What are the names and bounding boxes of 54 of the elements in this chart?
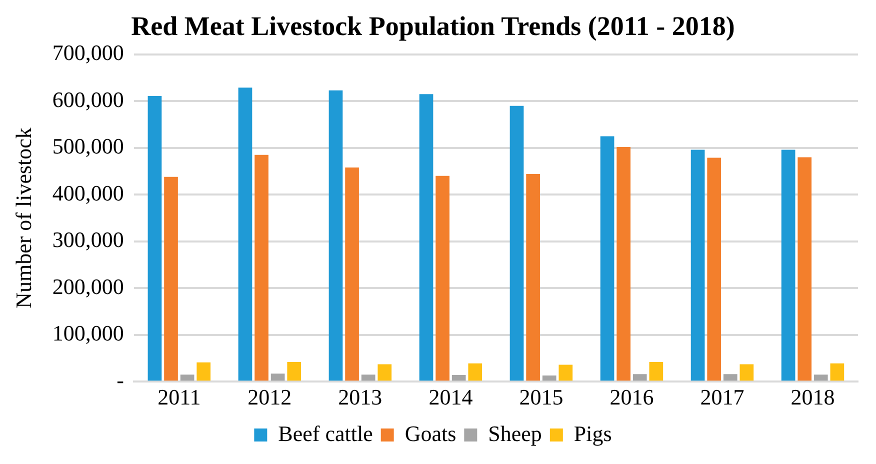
bar (196, 362, 211, 381)
y-axis-title: Number of livestock (10, 128, 36, 308)
y-tick-label: - (116, 367, 124, 392)
bar (740, 364, 754, 381)
bar (798, 157, 812, 381)
bar (436, 176, 450, 381)
bar (270, 374, 285, 381)
x-tick-label: 2013 (338, 384, 382, 410)
bar (254, 154, 268, 381)
bar (345, 168, 359, 381)
y-tick-label: 100,000 (52, 320, 124, 346)
legend-label: Sheep (488, 420, 542, 446)
x-tick-label: 2014 (428, 384, 473, 410)
y-tick-label: 600,000 (52, 86, 124, 112)
bar (419, 94, 434, 381)
x-tick-label: 2012 (248, 384, 292, 410)
x-tick-label: 2018 (790, 384, 835, 410)
bar (378, 364, 392, 381)
y-tick-label: 400,000 (52, 180, 124, 206)
bar (510, 106, 524, 381)
bar (632, 374, 647, 381)
bar (558, 364, 573, 381)
bar (287, 362, 302, 381)
bar (468, 363, 482, 381)
bar (649, 362, 664, 381)
bar (238, 88, 252, 381)
y-tick-label: 300,000 (52, 227, 124, 252)
y-tick-label: 700,000 (52, 40, 124, 66)
legend-label: Goats (404, 420, 456, 446)
bar (452, 375, 466, 381)
x-tick-label: 2016 (610, 384, 654, 410)
bar (600, 136, 614, 381)
x-tick-label: 2011 (158, 384, 201, 410)
bar (180, 374, 194, 381)
legend-label: Beef cattle (278, 420, 373, 446)
bar (781, 150, 796, 381)
y-tick-label: 200,000 (52, 274, 124, 299)
bar (164, 176, 178, 381)
bar (616, 146, 630, 381)
bar (814, 374, 828, 381)
x-tick-label: 2015 (519, 384, 564, 410)
bar (361, 374, 376, 381)
bar (723, 374, 738, 381)
bar (542, 376, 556, 381)
bar (526, 174, 540, 381)
bar (707, 158, 722, 381)
y-tick-label: 500,000 (52, 134, 124, 159)
bar (148, 96, 162, 381)
bar (830, 363, 844, 381)
bar (328, 90, 343, 381)
legend-label: Pigs (574, 420, 612, 446)
chart-title: Red Meat Livestock Population Trends (2011 - 2018) (131, 11, 735, 42)
x-tick-label: 2017 (700, 384, 744, 410)
bar (690, 150, 705, 381)
